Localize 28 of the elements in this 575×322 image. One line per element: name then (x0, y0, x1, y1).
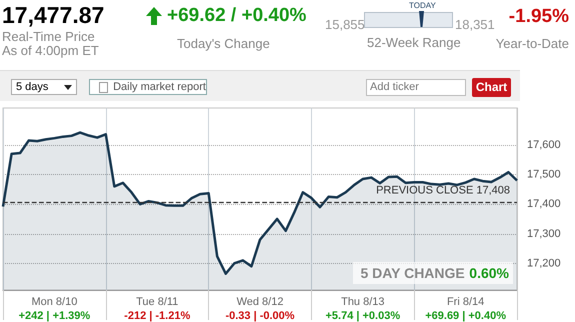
y-tick-label: 17,300 (527, 228, 561, 240)
dropdown: 5 days (11, 79, 77, 95)
text: Today's Change (177, 36, 270, 51)
text: Daily market report (89, 79, 207, 95)
y-tick-label: 17,500 (527, 168, 561, 181)
text: -1.95% (508, 6, 569, 28)
ref-line-label: PREVIOUS CLOSE 17,408 (376, 184, 510, 196)
text: Chart (472, 78, 511, 97)
y-tick-label: 17,600 (527, 138, 561, 151)
x-tick-label: Fri 8/14 +69.69 | +0.40% (425, 296, 506, 322)
text: 15,855 (325, 17, 365, 32)
annotation: 0.60% (469, 265, 510, 281)
chart-title: 17,477.87 (2, 2, 104, 29)
y-tick-label: 17,200 (527, 257, 561, 270)
text: +69.62 / +0.40% (167, 5, 306, 27)
text: As of 4:00pm ET (2, 43, 99, 58)
y-tick-label: 17,400 (527, 198, 561, 210)
annotation: 5 DAY CHANGE (360, 265, 465, 281)
text: 18,351 (455, 17, 495, 32)
x-tick-label: Mon 8/10 +242 | +1.39% (18, 296, 90, 322)
x-tick-label: Tue 8/11 -212 | -1.21% (124, 296, 190, 322)
x-tick-label: Wed 8/12 -0.33 | -0.00% (225, 296, 295, 322)
x-tick-label: Thu 8/13 +5.74 | +0.03% (325, 296, 400, 322)
text-field: Add ticker (366, 79, 466, 96)
text: Real-Time Price (2, 29, 95, 44)
text: 52-Week Range (367, 35, 461, 50)
text: TODAY (409, 1, 436, 10)
text: Year-to-Date (496, 36, 569, 51)
